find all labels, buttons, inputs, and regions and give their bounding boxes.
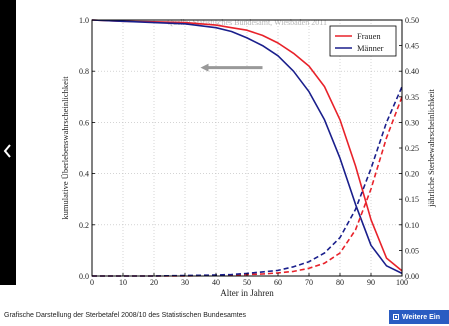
x-axis-label: Alter in Jahren bbox=[220, 288, 274, 298]
series-line-frauen-solid bbox=[91, 19, 403, 272]
x-tick-label: 20 bbox=[150, 278, 158, 287]
chart-image: Quelle: Statistisches Bundesamt, Wiesbad… bbox=[16, 0, 449, 306]
more-info-label: Weitere Ein bbox=[402, 313, 440, 321]
x-tick-label: 70 bbox=[305, 278, 313, 287]
x-tick-label: 10 bbox=[119, 278, 127, 287]
y-right-tick-label: 0.30 bbox=[405, 118, 419, 127]
y-left-tick-label: 1.0 bbox=[79, 16, 89, 25]
y-right-tick-label: 0.45 bbox=[405, 42, 419, 51]
chart-watermark: Quelle: Statistisches Bundesamt, Wiesbad… bbox=[167, 18, 327, 27]
y-right-tick-label: 0.15 bbox=[405, 195, 419, 204]
annotation-arrow-head bbox=[200, 63, 209, 72]
y-right-axis-label: jährliche Sterbewahrscheinlichkeit bbox=[426, 88, 436, 207]
y-left-tick-label: 0.8 bbox=[79, 67, 89, 76]
gallery-side-bar bbox=[0, 0, 16, 285]
plot-background bbox=[92, 20, 402, 276]
series-line-männer-solid bbox=[91, 19, 403, 275]
y-right-tick-label: 0.05 bbox=[405, 246, 419, 255]
y-left-tick-label: 0.4 bbox=[79, 170, 89, 179]
legend-label: Männer bbox=[357, 43, 384, 53]
legend-label: Frauen bbox=[357, 31, 381, 41]
y-left-tick-label: 0.0 bbox=[79, 272, 89, 281]
previous-image-button[interactable] bbox=[0, 140, 16, 162]
y-left-axis-label: kumulative Überlebenswahrscheinlichkeit bbox=[60, 76, 70, 220]
chart-svg: Quelle: Statistisches Bundesamt, Wiesbad… bbox=[60, 16, 436, 298]
x-tick-label: 90 bbox=[367, 278, 375, 287]
x-tick-label: 0 bbox=[90, 278, 94, 287]
y-right-tick-label: 0.50 bbox=[405, 16, 419, 25]
y-right-tick-label: 0.25 bbox=[405, 144, 419, 153]
y-right-tick-label: 0.10 bbox=[405, 221, 419, 230]
chevron-left-icon bbox=[3, 144, 11, 158]
x-tick-label: 60 bbox=[274, 278, 282, 287]
x-tick-label: 80 bbox=[336, 278, 344, 287]
y-right-tick-label: 0.00 bbox=[405, 272, 419, 281]
x-tick-label: 100 bbox=[396, 278, 408, 287]
x-tick-label: 30 bbox=[181, 278, 189, 287]
y-right-tick-label: 0.35 bbox=[405, 93, 419, 102]
x-tick-label: 50 bbox=[243, 278, 251, 287]
y-right-tick-label: 0.20 bbox=[405, 170, 419, 179]
y-left-tick-label: 0.6 bbox=[79, 118, 89, 127]
x-tick-label: 40 bbox=[212, 278, 220, 287]
info-icon bbox=[393, 314, 399, 320]
y-left-tick-label: 0.2 bbox=[79, 221, 89, 230]
more-info-button[interactable]: Weitere Ein bbox=[389, 310, 449, 324]
image-caption: Grafische Darstellung der Sterbetafel 20… bbox=[4, 312, 247, 319]
legend-box bbox=[329, 25, 397, 57]
y-right-tick-label: 0.40 bbox=[405, 67, 419, 76]
